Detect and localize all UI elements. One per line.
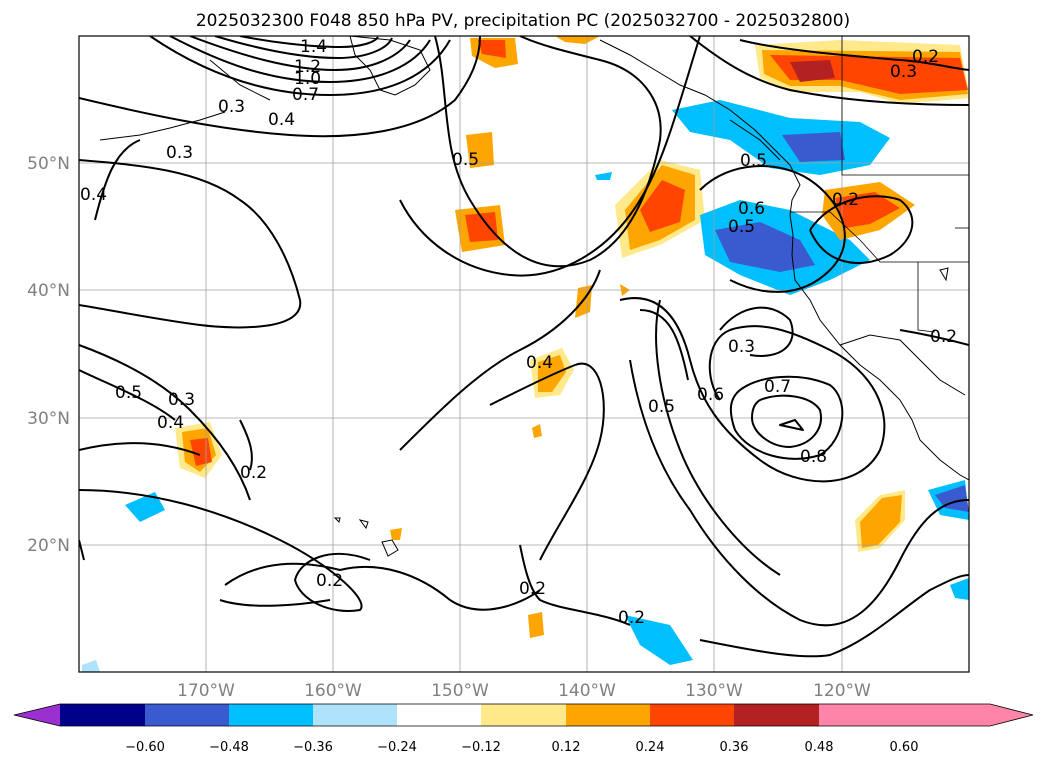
colorbar-tick-label: −0.48 (209, 740, 249, 755)
contour-label: 0.4 (157, 413, 184, 433)
borders (790, 36, 969, 333)
colorbar-segment (481, 704, 566, 726)
contour-labels: 1.4 1.2 1.0 0.7 0.3 0.4 0.3 0.4 0.5 0.5 … (80, 37, 957, 628)
contour-label: 0.2 (240, 463, 267, 483)
colorbar-segment (397, 704, 481, 726)
contour-label: 0.2 (618, 608, 645, 628)
colorbar-tick-label: −0.36 (293, 740, 333, 755)
coastlines (99, 36, 969, 557)
map-frame (78, 35, 970, 673)
colorbar-tick-label: 0.36 (720, 740, 749, 755)
contour-label: 0.6 (697, 385, 724, 405)
lat-label-40n: 40°N (27, 281, 70, 301)
contour-label: 0.3 (728, 337, 755, 357)
colorbar-segment (650, 704, 734, 726)
contour-label: 0.3 (890, 62, 917, 82)
colorbar-segment (566, 704, 650, 726)
contour-label: 0.8 (800, 447, 827, 467)
lon-label-140w: 140°W (558, 681, 616, 701)
contour-label: 0.5 (728, 217, 755, 237)
contour-label: 0.2 (930, 327, 957, 347)
lat-labels: 20°N 30°N 40°N 50°N (27, 154, 70, 556)
map-panel: 1.4 1.2 1.0 0.7 0.3 0.4 0.3 0.4 0.5 0.5 … (27, 35, 970, 701)
colorbar-segment (145, 704, 229, 726)
lon-label-150w: 150°W (431, 681, 489, 701)
colorbar-max-extension (904, 704, 1033, 726)
contour-label: 0.7 (764, 377, 791, 397)
colorbar-tick-label: 0.48 (805, 740, 834, 755)
lat-label-50n: 50°N (27, 154, 70, 174)
colorbar-tick-label: −0.12 (461, 740, 501, 755)
contour-label: 0.5 (115, 383, 142, 403)
colorbar-tick-label: 0.24 (636, 740, 665, 755)
pv-contours (79, 36, 969, 658)
lon-label-170w: 170°W (177, 681, 235, 701)
contour-label: 1.0 (294, 69, 321, 89)
colorbar-ticks: −0.60 −0.48 −0.36 −0.24 −0.12 0.12 0.24 … (125, 740, 918, 755)
contour-label: 0.3 (168, 390, 195, 410)
contour-label: 0.2 (316, 571, 343, 591)
lat-label-30n: 30°N (27, 409, 70, 429)
colorbar-segment (60, 704, 145, 726)
lon-label-120w: 120°W (813, 681, 871, 701)
map-title: 2025032300 F048 850 hPa PV, precipitatio… (196, 11, 850, 31)
colorbar-tick-label: 0.12 (552, 740, 581, 755)
contour-label: 1.4 (300, 37, 327, 57)
colorbar-tick-label: −0.60 (125, 740, 165, 755)
contour-label: 0.4 (268, 110, 295, 130)
colorbar-segment (734, 704, 819, 726)
lon-labels: 170°W 160°W 150°W 140°W 130°W 120°W (177, 681, 871, 701)
contour-label: 0.6 (738, 199, 765, 219)
colorbar: −0.60 −0.48 −0.36 −0.24 −0.12 0.12 0.24 … (13, 703, 1034, 755)
contour-label: 0.2 (832, 190, 859, 210)
lon-label-130w: 130°W (685, 681, 743, 701)
colorbar-tick-label: −0.24 (377, 740, 417, 755)
contour-label: 0.4 (80, 185, 107, 205)
contour-label: 1.2 (294, 57, 321, 77)
contour-label: 0.4 (526, 353, 553, 373)
colorbar-segment (229, 704, 313, 726)
contour-label: 0.5 (648, 397, 675, 417)
colorbar-segment (819, 704, 904, 726)
contour-label: 0.5 (740, 151, 767, 171)
colorbar-min-extension (14, 704, 60, 726)
lon-label-160w: 160°W (304, 681, 362, 701)
contour-label: 0.3 (218, 97, 245, 117)
lat-label-20n: 20°N (27, 536, 70, 556)
colorbar-tick-label: 0.60 (890, 740, 919, 755)
contour-label: 0.5 (452, 150, 479, 170)
contour-label: 0.2 (912, 47, 939, 67)
colorbar-segment (313, 704, 397, 726)
contour-label: 0.3 (166, 143, 193, 163)
contour-label: 0.2 (519, 579, 546, 599)
contour-label: 0.7 (292, 85, 319, 105)
